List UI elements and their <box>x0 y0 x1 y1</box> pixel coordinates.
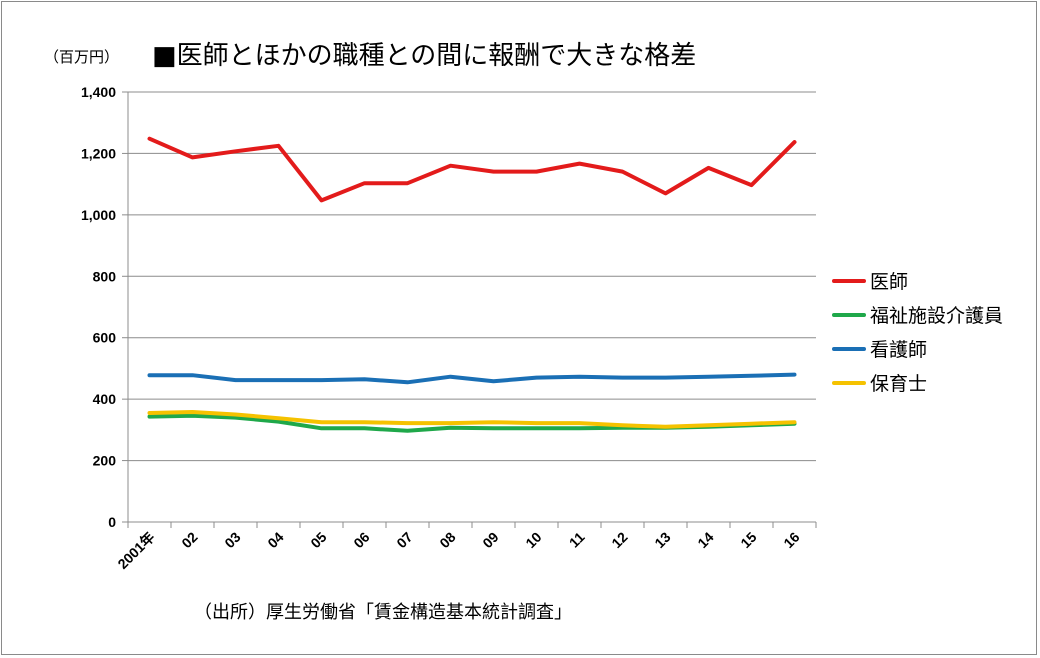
legend-label: 福祉施設介護員 <box>870 305 1003 327</box>
x-tick-label: 07 <box>393 529 415 551</box>
y-tick-label: 800 <box>93 268 117 284</box>
x-tick-label: 03 <box>221 529 243 551</box>
y-tick-label: 200 <box>93 453 117 469</box>
series-line-4 <box>147 410 797 429</box>
x-tick-label: 05 <box>307 529 329 551</box>
y-tick-label: 1,200 <box>81 145 116 161</box>
axes: 0 200 400 600 800 1,000 1,200 1,400 2001年 02 03 04 0… <box>81 84 817 572</box>
x-tick-label: 13 <box>651 529 673 551</box>
x-tick-label: 02 <box>178 529 200 551</box>
x-tick-label: 11 <box>566 529 588 551</box>
x-tick-label: 04 <box>264 529 286 551</box>
y-tick-label: 1,000 <box>81 207 116 223</box>
legend-label: 保育士 <box>870 373 927 395</box>
x-tick-label: 15 <box>737 529 759 551</box>
x-tick-label: 2001年 <box>114 529 157 572</box>
y-tick-label: 0 <box>108 514 116 530</box>
source-note: （出所）厚生労働省「賃金構造基本統計調査」 <box>194 602 572 623</box>
x-tick-label: 16 <box>780 529 802 551</box>
x-tick-label: 14 <box>694 529 716 551</box>
chart-title: ■医師とほかの職種との間に報酬で大きな格差 <box>152 41 696 71</box>
series-line-3 <box>147 372 797 385</box>
legend-label: 看護師 <box>870 339 927 361</box>
x-tick-label: 06 <box>350 529 372 551</box>
series-lines <box>147 136 797 433</box>
y-axis-unit-label: （百万円） <box>44 48 119 66</box>
gridlines <box>128 91 816 462</box>
x-tick-label: 12 <box>608 529 630 551</box>
y-tick-label: 1,400 <box>81 84 116 100</box>
y-tick-label: 600 <box>93 330 117 346</box>
x-tick-label: 08 <box>436 529 458 551</box>
x-tick-label: 10 <box>522 529 544 551</box>
y-tick-label: 400 <box>93 391 117 407</box>
legend-label: 医師 <box>870 271 908 293</box>
series-line-1 <box>147 136 797 203</box>
x-tick-label: 09 <box>479 529 501 551</box>
